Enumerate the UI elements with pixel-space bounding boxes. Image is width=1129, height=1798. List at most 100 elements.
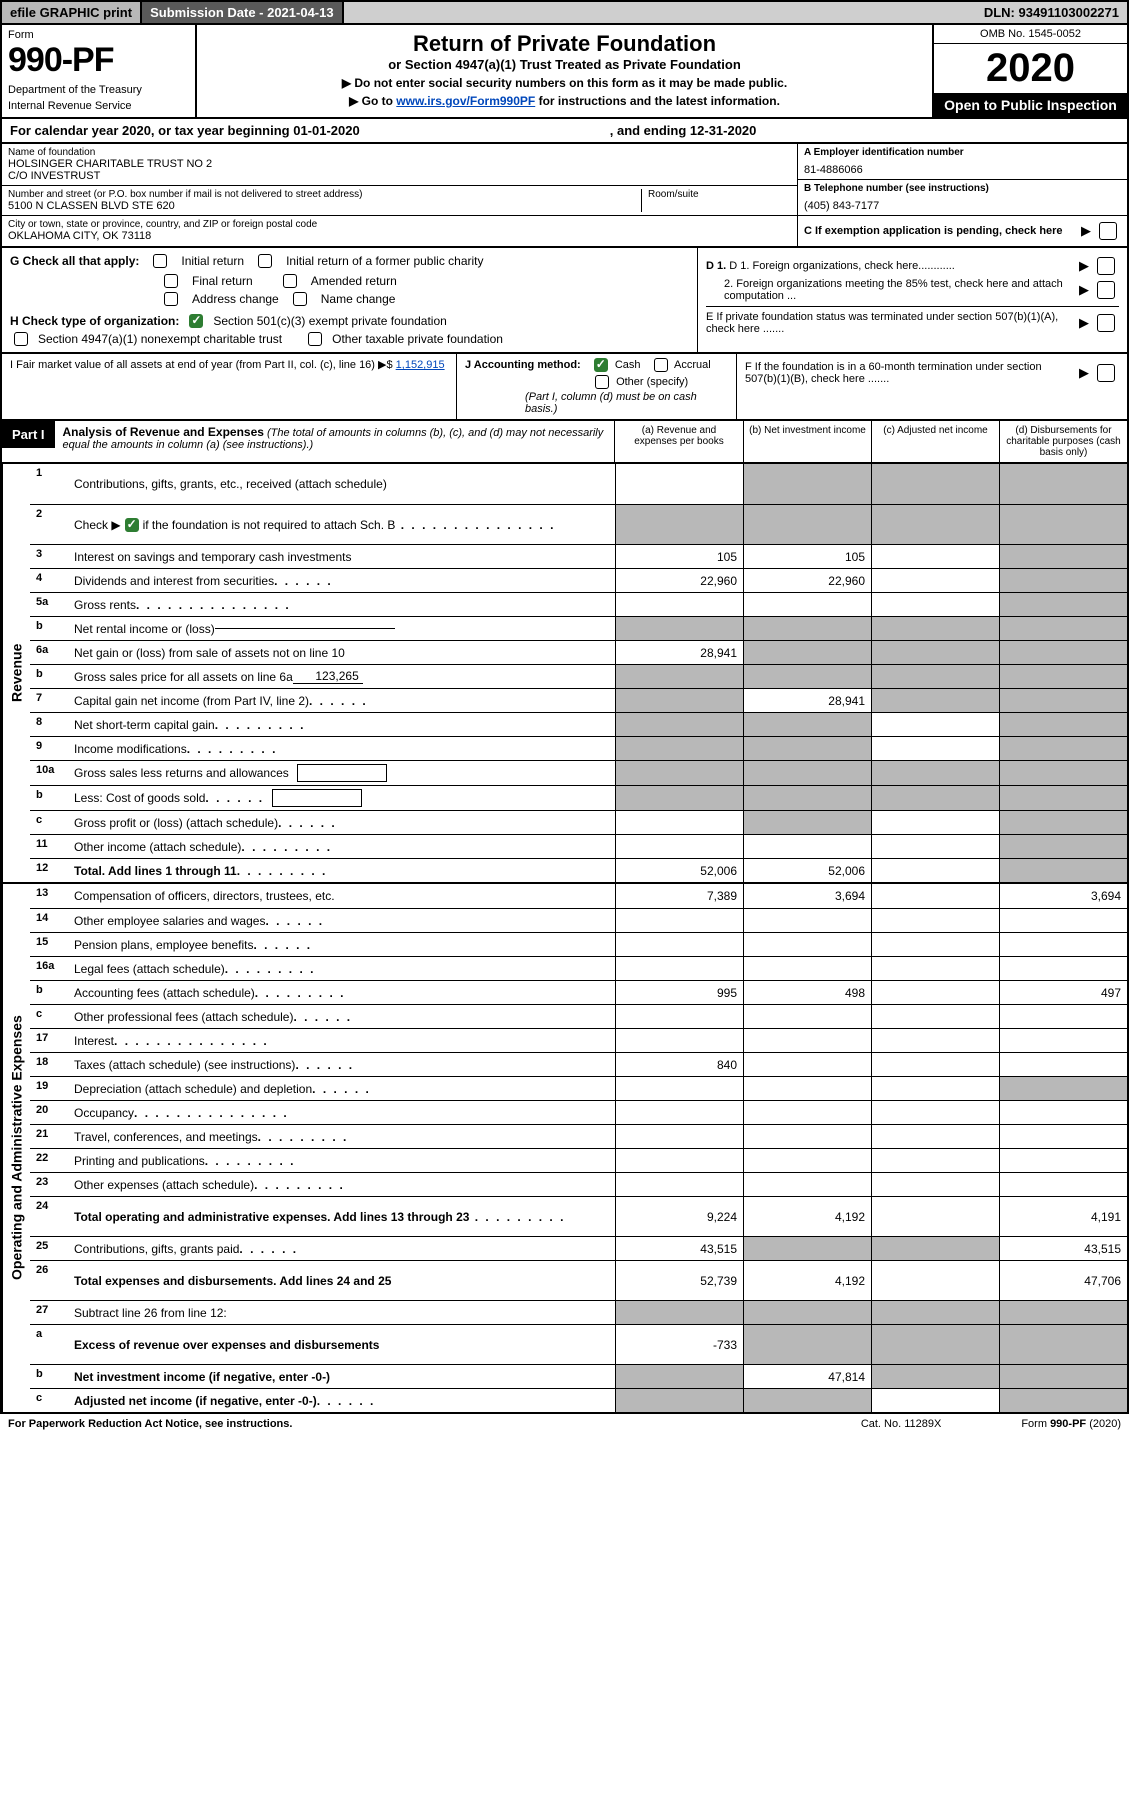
d1-text: D 1. Foreign organizations, check here..…: [729, 260, 955, 272]
line-16c: Other professional fees (attach schedule…: [70, 1005, 615, 1028]
l13-a: 7,389: [615, 884, 743, 908]
line-10c: Gross profit or (loss) (attach schedule): [70, 811, 615, 834]
gh-left: G Check all that apply: Initial return I…: [2, 248, 697, 352]
g-addr: Address change: [192, 292, 279, 306]
phone-label: B Telephone number (see instructions): [804, 183, 1121, 194]
l25-d: 43,515: [999, 1237, 1127, 1260]
g-name: Name change: [321, 292, 396, 306]
omb-number: OMB No. 1545-0052: [934, 25, 1127, 44]
l4-a: 22,960: [615, 569, 743, 592]
g-final-checkbox[interactable]: [164, 274, 178, 288]
g-name-checkbox[interactable]: [293, 292, 307, 306]
ssn-warning: ▶ Do not enter social security numbers o…: [207, 76, 922, 90]
dept-treasury: Department of the Treasury: [8, 84, 189, 96]
j-other: Other (specify): [616, 376, 688, 388]
l2-pre: Check ▶: [74, 518, 121, 532]
id-left: Name of foundation HOLSINGER CHARITABLE …: [2, 144, 797, 246]
d-e-right: D 1. D 1. Foreign organizations, check h…: [697, 248, 1127, 352]
l24-d: 4,191: [999, 1197, 1127, 1236]
cat-no: Cat. No. 11289X: [861, 1418, 942, 1430]
g-amended-checkbox[interactable]: [283, 274, 297, 288]
addr-value: 5100 N CLASSEN BLVD STE 620: [8, 200, 641, 212]
l2-checkbox[interactable]: [125, 518, 139, 532]
line-17: Interest: [70, 1029, 615, 1052]
l6b-val: 123,265: [293, 669, 363, 684]
city-value: OKLAHOMA CITY, OK 73118: [8, 230, 791, 242]
col-a-header: (a) Revenue and expenses per books: [615, 421, 743, 462]
g-initial-checkbox[interactable]: [153, 254, 167, 268]
h-4947-checkbox[interactable]: [14, 332, 28, 346]
line-6b: Gross sales price for all assets on line…: [70, 665, 615, 688]
cal-end: , and ending 12-31-2020: [610, 123, 757, 138]
expenses-side-label: Operating and Administrative Expenses: [2, 884, 30, 1412]
line-5b: Net rental income or (loss): [70, 617, 615, 640]
line-27b: Net investment income (if negative, ente…: [70, 1365, 615, 1388]
line-21: Travel, conferences, and meetings: [70, 1125, 615, 1148]
line-24: Total operating and administrative expen…: [70, 1197, 615, 1236]
line-14: Other employee salaries and wages: [70, 909, 615, 932]
addr-row: Number and street (or P.O. box number if…: [2, 186, 797, 216]
line-6a: Net gain or (loss) from sale of assets n…: [70, 641, 615, 664]
j-other-checkbox[interactable]: [595, 375, 609, 389]
l25-a: 43,515: [615, 1237, 743, 1260]
g-initial-former: Initial return of a former public charit…: [286, 254, 483, 268]
d2-text: 2. Foreign organizations meeting the 85%…: [706, 278, 1075, 302]
line-9: Income modifications: [70, 737, 615, 760]
part1-label: Part I: [2, 421, 55, 448]
f-checkbox[interactable]: [1097, 364, 1115, 382]
header-left: Form 990-PF Department of the Treasury I…: [2, 25, 197, 117]
c-checkbox[interactable]: [1099, 222, 1117, 240]
efile-print-button[interactable]: efile GRAPHIC print: [2, 2, 142, 23]
line-5a: Gross rents: [70, 593, 615, 616]
j-block: J Accounting method: Cash Accrual Other …: [457, 354, 737, 419]
j-accrual-checkbox[interactable]: [654, 358, 668, 372]
id-block: Name of foundation HOLSINGER CHARITABLE …: [0, 144, 1129, 248]
header-right: OMB No. 1545-0052 2020 Open to Public In…: [932, 25, 1127, 117]
line-25: Contributions, gifts, grants paid: [70, 1237, 615, 1260]
g-addr-checkbox[interactable]: [164, 292, 178, 306]
col-d-header: (d) Disbursements for charitable purpose…: [999, 421, 1127, 462]
form-subtitle: or Section 4947(a)(1) Trust Treated as P…: [207, 57, 922, 72]
line-11: Other income (attach schedule): [70, 835, 615, 858]
irs-link[interactable]: www.irs.gov/Form990PF: [396, 94, 535, 108]
e-checkbox[interactable]: [1097, 314, 1115, 332]
part1-header: Part I Analysis of Revenue and Expenses …: [0, 421, 1129, 464]
line-22: Printing and publications: [70, 1149, 615, 1172]
line-13: Compensation of officers, directors, tru…: [70, 884, 615, 908]
l3-a: 105: [615, 545, 743, 568]
l24-b: 4,192: [743, 1197, 871, 1236]
l26-a: 52,739: [615, 1261, 743, 1300]
line-16a: Legal fees (attach schedule): [70, 957, 615, 980]
line-27a: Excess of revenue over expenses and disb…: [70, 1325, 615, 1364]
l16b-d: 497: [999, 981, 1127, 1004]
ein-value: 81-4886066: [804, 164, 1121, 176]
line-20: Occupancy: [70, 1101, 615, 1124]
name-label: Name of foundation: [8, 147, 791, 158]
i-value: 1,152,915: [396, 359, 445, 371]
line-10b: Less: Cost of goods sold: [70, 786, 615, 810]
line-8: Net short-term capital gain: [70, 713, 615, 736]
cal-begin: For calendar year 2020, or tax year begi…: [10, 123, 360, 138]
l13-d: 3,694: [999, 884, 1127, 908]
d2-checkbox[interactable]: [1097, 281, 1115, 299]
phone-row: B Telephone number (see instructions) (4…: [798, 180, 1127, 216]
c-row: C If exemption application is pending, c…: [798, 216, 1127, 246]
dln: DLN: 93491103002271: [976, 2, 1127, 23]
j-cash-checkbox[interactable]: [594, 358, 608, 372]
f-block: F If the foundation is in a 60-month ter…: [737, 354, 1127, 419]
h-501c3-checkbox[interactable]: [189, 314, 203, 328]
h-501c3: Section 501(c)(3) exempt private foundat…: [213, 314, 446, 328]
line-27c: Adjusted net income (if negative, enter …: [70, 1389, 615, 1412]
phone-value: (405) 843-7177: [804, 200, 1121, 212]
revenue-side-label: Revenue: [2, 464, 30, 882]
g-label: G Check all that apply:: [10, 254, 139, 268]
line-10a: Gross sales less returns and allowances: [70, 761, 615, 785]
h-other-checkbox[interactable]: [308, 332, 322, 346]
name-row: Name of foundation HOLSINGER CHARITABLE …: [2, 144, 797, 186]
tax-year: 2020: [934, 44, 1127, 93]
submission-date: Submission Date - 2021-04-13: [142, 2, 344, 23]
l16b-a: 995: [615, 981, 743, 1004]
d1-checkbox[interactable]: [1097, 257, 1115, 275]
g-initial-former-checkbox[interactable]: [258, 254, 272, 268]
l26-b: 4,192: [743, 1261, 871, 1300]
